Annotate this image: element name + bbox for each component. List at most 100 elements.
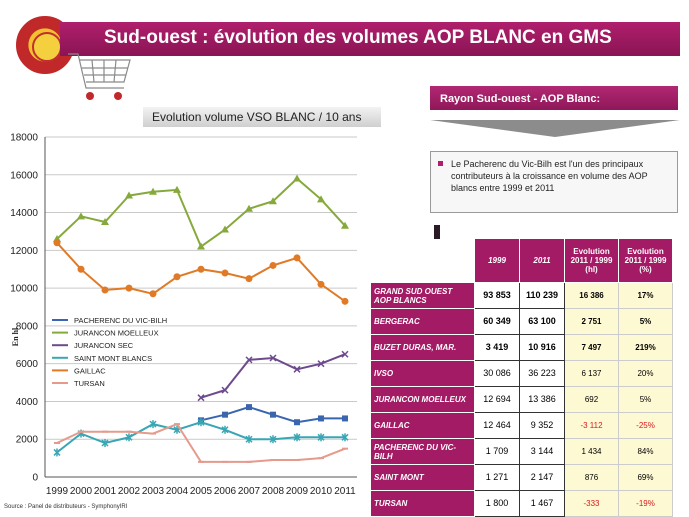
table-row: BUZET DURAS, MAR. 3 419 10 916 7 497 219% [370,334,673,361]
header-evol-pct: Evolution 2011 / 1999 (%) [618,238,673,283]
value-1999: 1 271 [474,464,520,491]
data-point [270,411,276,418]
data-point [294,419,300,426]
x-tick-label: 2010 [310,486,333,497]
value-2011: 9 352 [519,412,565,439]
data-point [221,269,229,277]
x-tick-label: 2008 [262,486,285,497]
bullet-icon [438,161,443,166]
value-2011: 110 239 [519,282,565,309]
value-evol-pct: 5% [618,386,673,413]
table-row: JURANCON MOELLEUX 12 694 13 386 692 5% [370,386,673,413]
note-box: Le Pacherenc du Vic-Bilh est l'un des pr… [430,151,678,213]
data-point [341,350,349,358]
x-tick-label: 1999 [46,486,69,497]
value-evol-hl: 16 386 [564,282,619,309]
volume-table: 1999 2011 Evolution 2011 / 1999 (hl) Evo… [370,238,673,517]
series-line [56,421,345,454]
x-tick-label: 2011 [334,486,356,497]
value-evol-pct: -25% [618,412,673,439]
value-2011: 13 386 [519,386,565,413]
value-1999: 30 086 [474,360,520,387]
value-1999: 12 464 [474,412,520,439]
value-evol-hl: 876 [564,464,619,491]
data-point [101,218,109,225]
table-row: PACHERENC DU VIC-BILH 1 709 3 144 1 434 84% [370,438,673,465]
value-1999: 60 349 [474,308,520,335]
data-point [149,290,157,298]
table-corner [370,238,475,283]
data-point [222,411,228,418]
data-point [317,280,325,288]
y-tick-label: 0 [32,473,38,484]
series-line [56,422,346,463]
row-label: BUZET DURAS, MAR. [370,334,475,361]
row-label: PACHERENC DU VIC-BILH [370,438,475,465]
x-tick-label: 2005 [190,486,213,497]
value-2011: 36 223 [519,360,565,387]
down-arrow-icon [430,120,680,137]
source-note: Source : Panel de distributeurs - Sympho… [4,504,128,510]
data-point [125,284,133,292]
x-tick-label: 2000 [70,486,93,497]
data-point [245,275,253,283]
data-point [197,265,205,273]
y-tick-label: 16000 [10,170,38,181]
y-tick-label: 2000 [16,435,39,446]
legend-entry: GAILLAC [74,366,106,375]
data-point [342,415,348,422]
data-point [197,394,205,402]
data-point [77,265,85,273]
x-tick-label: 2007 [238,486,261,497]
x-tick-label: 2009 [286,486,309,497]
data-point [293,254,301,262]
value-evol-hl: -333 [564,490,619,517]
data-point [77,212,85,220]
legend-entry: TURSAN [74,379,105,388]
row-label: GAILLAC [370,412,475,439]
y-tick-label: 18000 [10,133,38,144]
header-2011: 2011 [519,238,565,283]
x-tick-label: 2003 [142,486,165,497]
value-2011: 10 916 [519,334,565,361]
value-evol-pct: 84% [618,438,673,465]
y-tick-label: 14000 [10,208,38,219]
value-evol-pct: -19% [618,490,673,517]
value-2011: 3 144 [519,438,565,465]
table-row: GAILLAC 12 464 9 352 -3 112 -25% [370,412,673,439]
value-1999: 93 853 [474,282,520,309]
data-point [269,197,277,205]
y-tick-label: 10000 [10,284,38,295]
rayon-header: Rayon Sud-ouest - AOP Blanc: [430,86,678,110]
row-label: IVSO [370,360,475,387]
data-point [341,297,349,305]
data-point [221,386,229,394]
y-tick-label: 4000 [16,397,39,408]
data-point [149,187,157,195]
value-evol-pct: 5% [618,308,673,335]
value-1999: 1 800 [474,490,520,517]
x-tick-label: 2006 [214,486,237,497]
chart-subtitle: Evolution volume VSO BLANC / 10 ans [143,107,381,127]
data-point [269,354,277,362]
row-label: SAINT MONT [370,464,475,491]
data-point [173,185,181,193]
value-evol-pct: 17% [618,282,673,309]
legend-entry: PACHERENC DU VIC-BILH [74,316,167,325]
value-1999: 12 694 [474,386,520,413]
page-title: Sud-ouest : évolution des volumes AOP BL… [104,27,612,48]
data-point [221,225,229,233]
data-point [245,356,253,364]
row-label: GRAND SUD OUEST AOP BLANCS [370,282,475,309]
y-tick-label: 12000 [10,246,38,257]
row-label: BERGERAC [370,308,475,335]
data-point [317,195,325,203]
header-1999: 1999 [474,238,520,283]
shopping-cart-icon [68,53,131,100]
data-point [341,221,349,229]
data-point [125,191,133,199]
table-row: SAINT MONT 1 271 2 147 876 69% [370,464,673,491]
data-point [293,174,301,182]
value-evol-hl: 2 751 [564,308,619,335]
data-point [245,204,253,212]
